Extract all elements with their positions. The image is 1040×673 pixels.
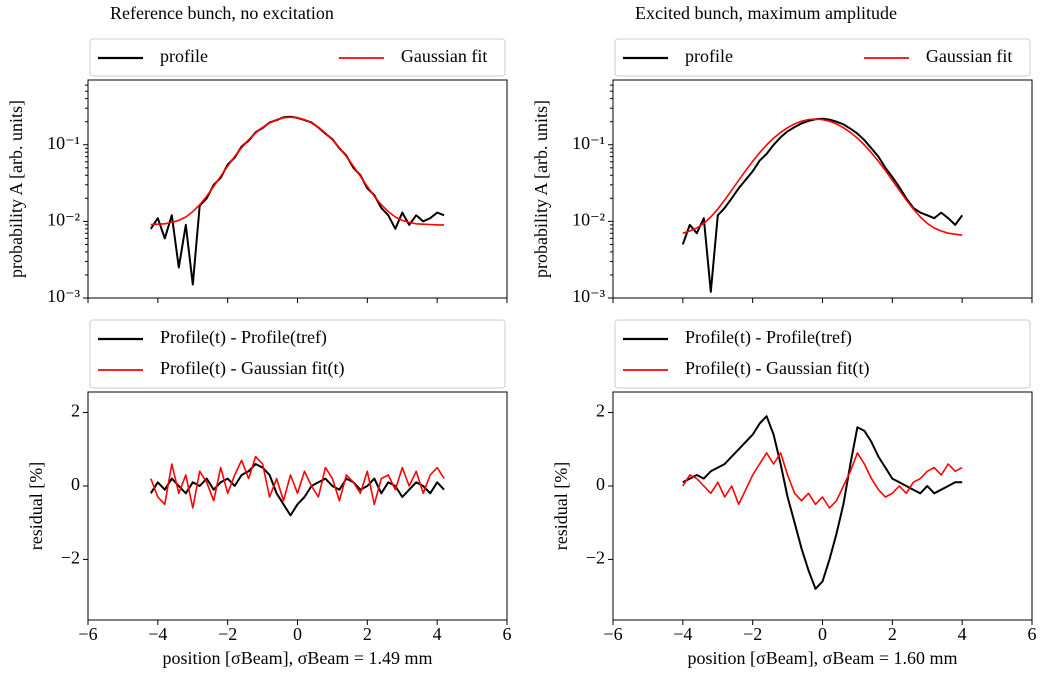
y-tick-label: 2: [71, 401, 80, 421]
x-tick-label: 6: [1028, 624, 1037, 644]
legend-label: Profile(t) - Profile(tref): [685, 327, 852, 348]
legend-box: [614, 38, 1031, 77]
legend-label: Profile(t) - Gaussian fit(t): [685, 358, 869, 379]
data-line: [149, 115, 445, 286]
x-tick-label: 0: [818, 624, 827, 644]
x-tick-label: 0: [293, 624, 302, 644]
x-tick-label: −2: [218, 624, 237, 644]
y-tick-label: 0: [596, 474, 605, 494]
y-tick-label: 10⁻¹: [47, 133, 80, 153]
axes-frame: [87, 79, 508, 299]
y-tick-label: −2: [61, 548, 80, 568]
x-tick-label: −4: [673, 624, 692, 644]
data-line: [150, 116, 445, 226]
x-tick-label: −2: [743, 624, 762, 644]
panel-title: Reference bunch, no excitation: [110, 3, 334, 23]
axes-frame: [612, 391, 1033, 621]
y-axis-label: probability A [arb. units]: [6, 100, 26, 278]
legend-label: Profile(t) - Profile(tref): [160, 327, 327, 348]
legend-box: [614, 319, 1031, 389]
x-tick-label: −6: [603, 624, 622, 644]
y-tick-label: 10⁻¹: [572, 133, 605, 153]
x-tick-label: 4: [958, 624, 967, 644]
x-tick-label: −4: [148, 624, 167, 644]
y-tick-label: 0: [71, 474, 80, 494]
x-tick-label: 2: [363, 624, 372, 644]
x-axis-label: position [σBeam], σBeam = 1.60 mm: [687, 648, 957, 668]
legend-box: [89, 38, 506, 77]
data-line: [682, 415, 963, 590]
legend-label: profile: [685, 46, 733, 66]
x-tick-label: 6: [503, 624, 512, 644]
axes-frame: [612, 79, 1033, 299]
y-axis-label: residual [%]: [26, 462, 46, 550]
legend-box: [89, 319, 506, 389]
y-tick-label: 10⁻³: [47, 286, 81, 306]
panel-title: Excited bunch, maximum amplitude: [635, 3, 897, 23]
x-tick-label: 4: [433, 624, 442, 644]
data-line: [681, 117, 964, 293]
y-tick-label: 2: [596, 401, 605, 421]
legend-label: profile: [160, 46, 208, 66]
data-line: [682, 118, 963, 236]
legend-label: Gaussian fit: [401, 46, 487, 66]
x-axis-label: position [σBeam], σBeam = 1.49 mm: [162, 648, 432, 668]
legend-label: Profile(t) - Gaussian fit(t): [160, 358, 344, 379]
y-tick-label: 10⁻²: [572, 210, 605, 230]
data-line: [682, 452, 963, 509]
x-tick-label: −6: [78, 624, 97, 644]
y-axis-label: probability A [arb. units]: [531, 100, 551, 278]
legend-label: Gaussian fit: [926, 46, 1012, 66]
x-tick-label: 2: [888, 624, 897, 644]
y-tick-label: −2: [586, 548, 605, 568]
y-tick-label: 10⁻²: [47, 210, 80, 230]
y-tick-label: 10⁻³: [572, 286, 606, 306]
data-line: [149, 463, 445, 517]
data-line: [150, 455, 445, 509]
y-axis-label: residual [%]: [551, 462, 571, 550]
